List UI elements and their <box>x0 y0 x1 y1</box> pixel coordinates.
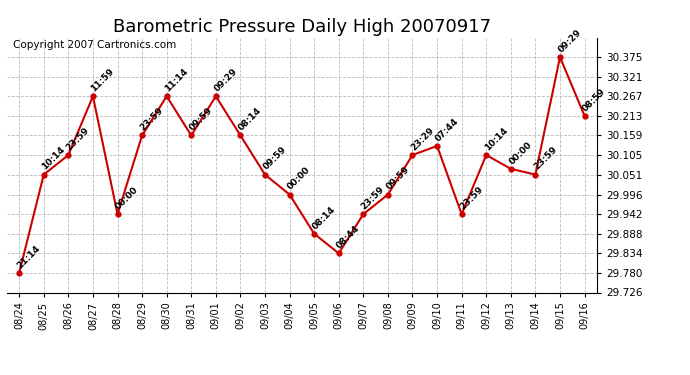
Text: Copyright 2007 Cartronics.com: Copyright 2007 Cartronics.com <box>13 40 176 50</box>
Text: 00:00: 00:00 <box>114 185 140 211</box>
Text: 00:00: 00:00 <box>286 165 313 192</box>
Text: 11:14: 11:14 <box>163 67 190 93</box>
Text: 23:59: 23:59 <box>359 184 386 211</box>
Text: 23:59: 23:59 <box>458 184 485 211</box>
Text: 07:44: 07:44 <box>433 116 460 143</box>
Text: 08:44: 08:44 <box>335 224 362 251</box>
Title: Barometric Pressure Daily High 20070917: Barometric Pressure Daily High 20070917 <box>112 18 491 36</box>
Text: 08:14: 08:14 <box>310 204 337 231</box>
Text: 23:59: 23:59 <box>139 106 165 133</box>
Text: 09:29: 09:29 <box>556 28 583 54</box>
Text: 11:59: 11:59 <box>89 67 116 93</box>
Text: 10:14: 10:14 <box>482 126 509 152</box>
Text: 09:59: 09:59 <box>384 165 411 192</box>
Text: 21:14: 21:14 <box>16 243 42 270</box>
Text: 23:29: 23:29 <box>409 126 435 152</box>
Text: 10:14: 10:14 <box>40 145 67 172</box>
Text: 00:00: 00:00 <box>507 140 533 166</box>
Text: 09:59: 09:59 <box>262 145 288 172</box>
Text: 08:59: 08:59 <box>581 87 608 113</box>
Text: 09:59: 09:59 <box>188 106 215 133</box>
Text: 23:59: 23:59 <box>532 145 558 172</box>
Text: 09:29: 09:29 <box>213 67 239 93</box>
Text: 23:59: 23:59 <box>65 126 92 152</box>
Text: 08:14: 08:14 <box>237 106 264 133</box>
